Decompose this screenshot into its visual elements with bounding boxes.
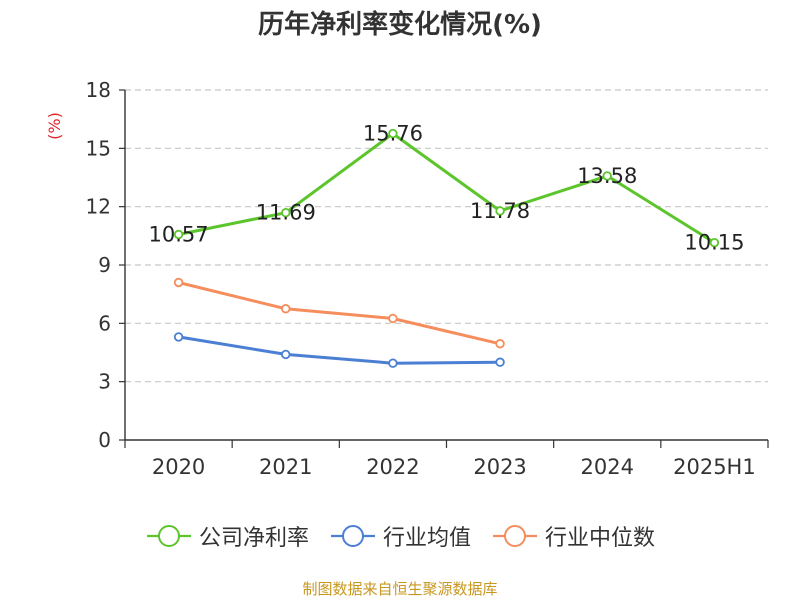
y-tick-label: 18 [86, 78, 111, 102]
data-label: 10.15 [684, 231, 744, 255]
data-point [388, 358, 398, 368]
legend-item[interactable]: 行业中位数 [491, 520, 655, 552]
legend-swatch-marker [341, 525, 364, 547]
x-tick-label: 2024 [581, 455, 634, 479]
chart-legend: 公司净利率 行业均值 行业中位数 [0, 520, 800, 552]
legend-swatch [330, 525, 375, 547]
data-point [173, 229, 184, 240]
data-label: 11.78 [470, 199, 530, 223]
data-label-layer: 10.57 11.69 15.76 11.78 13.58 10.15 [149, 122, 745, 255]
source-footer: 制图数据来自恒生聚源数据库 [302, 580, 498, 598]
series-line-1 [178, 335, 501, 365]
x-tick-label: 2020 [152, 455, 205, 479]
data-point [173, 277, 184, 288]
legend-swatch [493, 525, 537, 547]
data-label: 11.69 [256, 201, 316, 225]
data-point [173, 332, 184, 342]
legend-item[interactable]: 行业均值 [329, 520, 471, 552]
y-tick-label: 6 [98, 311, 111, 335]
legend-label: 行业中位数 [545, 526, 656, 551]
data-label: 15.76 [363, 122, 423, 146]
x-tick-label: 2023 [473, 455, 526, 479]
series-line-2 [178, 281, 501, 346]
data-point [602, 171, 612, 181]
y-tick-label: 3 [98, 370, 111, 394]
y-tick-label: 0 [98, 428, 111, 452]
legend-swatch-marker [157, 525, 180, 547]
series-layer [173, 128, 720, 368]
y-tick-label: 9 [98, 253, 111, 277]
legend-label: 行业均值 [382, 526, 471, 551]
data-point [281, 304, 291, 314]
x-tick-label: 2021 [259, 455, 312, 479]
data-label: 10.57 [149, 222, 209, 246]
legend-item[interactable]: 公司净利率 [145, 520, 309, 552]
data-point [281, 349, 291, 360]
data-point [495, 357, 505, 367]
data-label: 13.58 [577, 164, 637, 188]
series-line-0 [178, 132, 716, 244]
data-point [495, 206, 505, 216]
x-tick-label: 2025H1 [673, 455, 756, 479]
data-point [388, 313, 398, 324]
legend-label: 公司净利率 [198, 526, 309, 551]
data-point [388, 128, 398, 139]
y-tick-label: 12 [86, 195, 111, 219]
legend-swatch [146, 525, 191, 547]
y-tick-label: 15 [86, 136, 111, 160]
data-point [495, 339, 505, 349]
data-point [709, 237, 720, 248]
legend-swatch-marker [504, 525, 526, 547]
x-tick-label: 2022 [366, 455, 419, 479]
chart-title: 历年净利率变化情况(%) [258, 10, 542, 40]
grid-layer [125, 89, 768, 383]
data-point [281, 207, 291, 218]
axis-layer: 0 3 6 9 12 15 18 2020 2021 2022 2023 2024 2025H1 [86, 78, 769, 479]
